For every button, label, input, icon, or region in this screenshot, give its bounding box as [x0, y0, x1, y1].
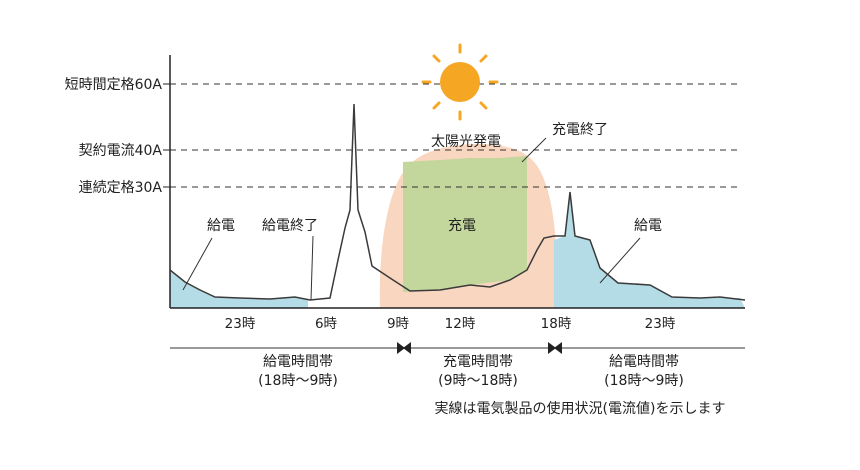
supply-area-right: [554, 192, 745, 308]
period-arrow-9h-left: [403, 342, 411, 354]
label-charge: 充電: [448, 218, 476, 234]
leader-supply-end: [310, 235, 314, 301]
period-arrow-18h-right: [548, 342, 556, 354]
supply-area-left: [170, 270, 308, 308]
leader-charge-end: [521, 137, 547, 163]
y-label-40a: 契約電流40A: [79, 143, 163, 159]
label-supply-end: 給電終了: [262, 218, 318, 234]
x-tick-18h: 18時: [541, 316, 572, 332]
period-label-supply-left: 給電時間帯: [263, 354, 333, 370]
x-tick-9h: 9時: [387, 316, 410, 332]
x-tick-12h: 12時: [445, 316, 476, 332]
period-label-charge: 充電時間帯: [443, 354, 513, 370]
footnote: 実線は電気製品の使用状況(電流値)を示します: [435, 400, 726, 417]
charge-area: [403, 156, 527, 292]
y-label-60a: 短時間定格60A: [65, 77, 163, 93]
sun-icon: [421, 43, 499, 121]
current-usage-line: [169, 103, 746, 301]
period-arrow-18h-left: [554, 342, 562, 354]
period-arrow-9h-right: [397, 342, 405, 354]
period-range-charge: (9時〜18時): [438, 373, 518, 389]
x-tick-6h: 6時: [315, 316, 338, 332]
period-range-supply-left: (18時〜9時): [258, 373, 338, 389]
leader-supply-left: [182, 237, 213, 291]
label-supply-left: 給電: [207, 218, 235, 234]
label-supply-right: 給電: [634, 218, 662, 234]
x-tick-23h-right: 23時: [645, 316, 676, 332]
period-range-supply-right: (18時〜9時): [604, 373, 684, 389]
x-tick-23h-left: 23時: [225, 316, 256, 332]
label-charge-end: 充電終了: [552, 122, 608, 138]
period-label-supply-right: 給電時間帯: [609, 354, 679, 370]
y-label-30a: 連続定格30A: [79, 179, 163, 196]
label-solar-generation: 太陽光発電: [431, 134, 501, 150]
leader-supply-right: [599, 237, 641, 284]
